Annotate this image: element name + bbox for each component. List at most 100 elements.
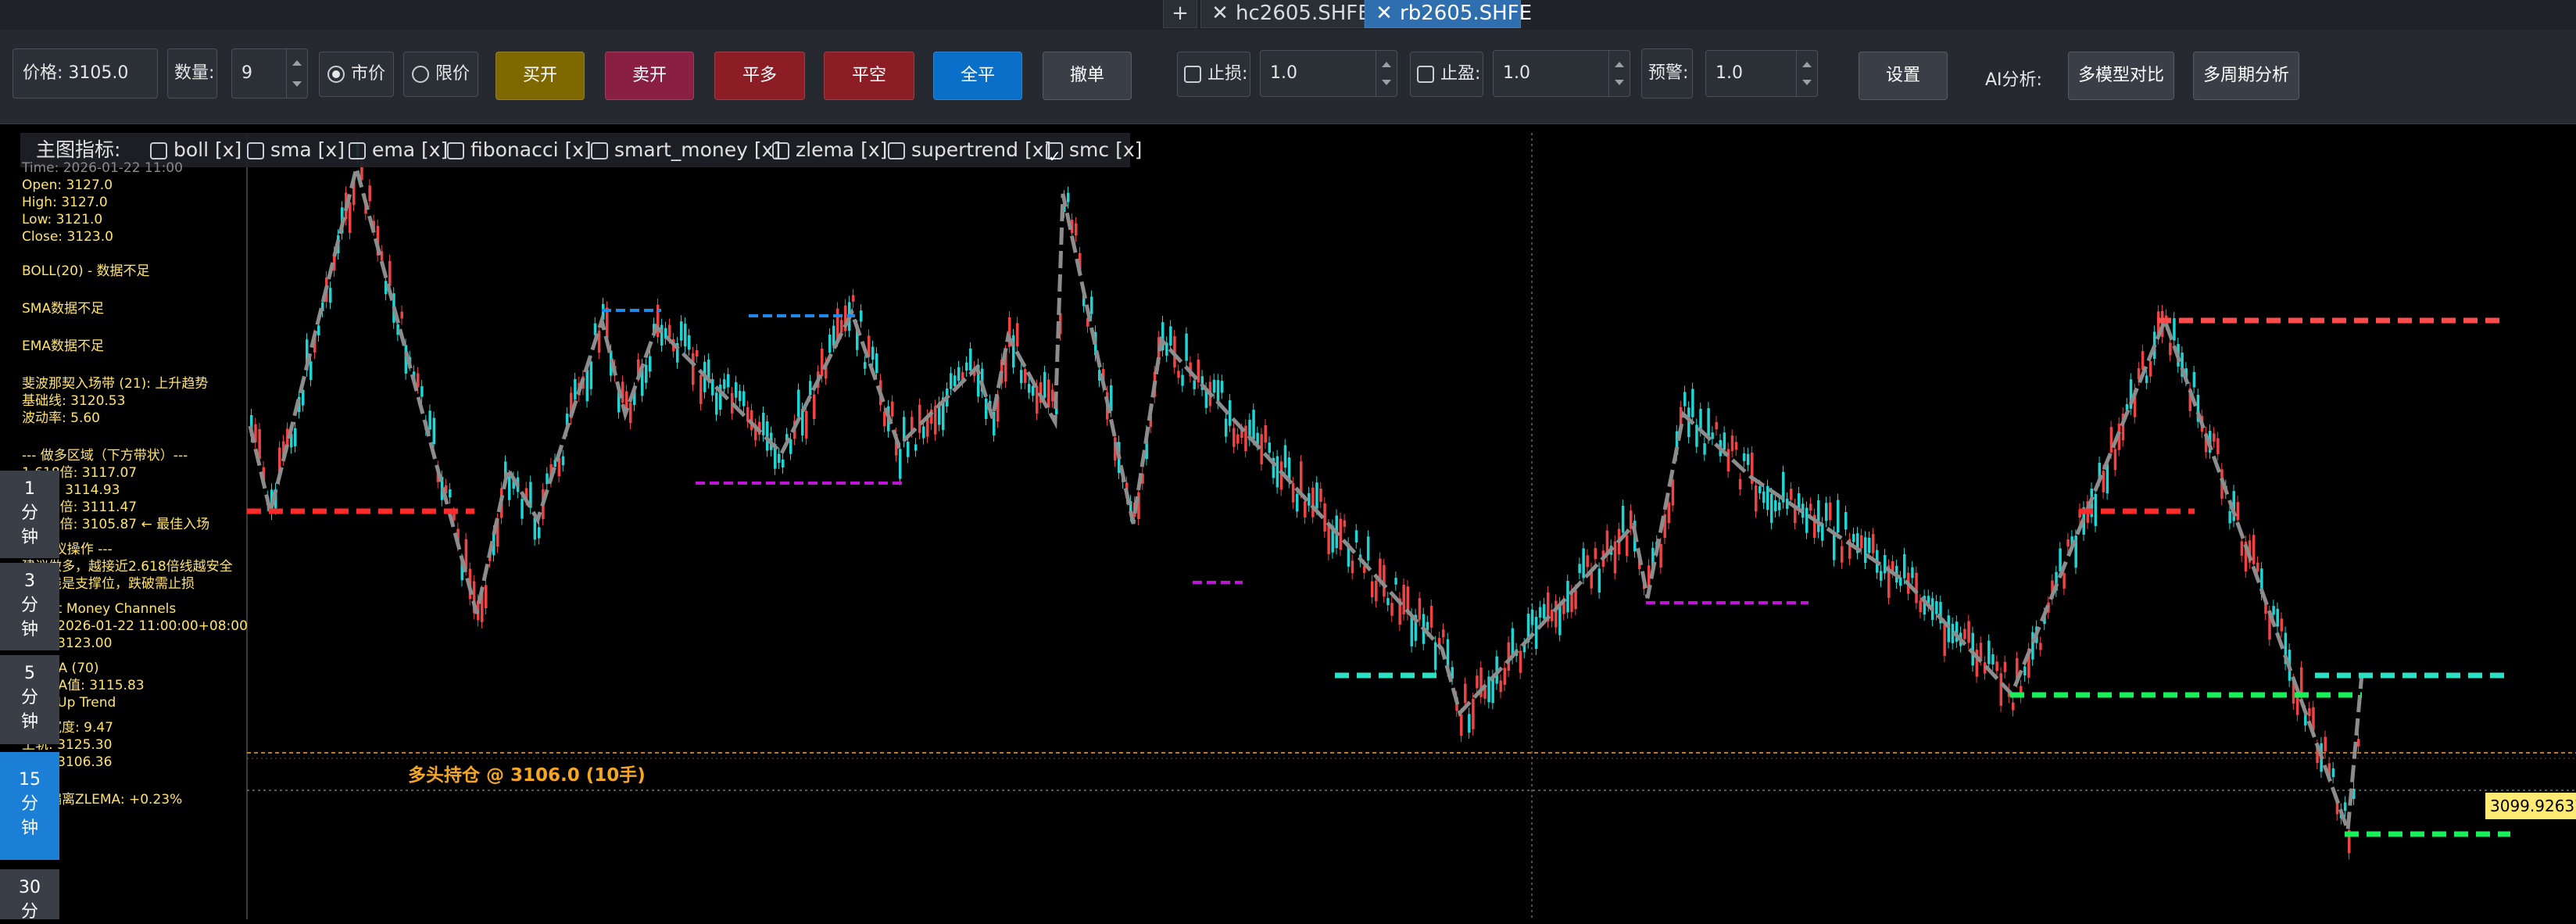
candle-body bbox=[633, 388, 636, 406]
candle-body bbox=[836, 308, 839, 341]
candle-body bbox=[961, 372, 964, 381]
stepper-arrows-icon[interactable] bbox=[1796, 51, 1817, 96]
stepper-arrows-icon[interactable] bbox=[1376, 51, 1397, 96]
candle-body bbox=[1578, 564, 1581, 574]
candle-body bbox=[496, 519, 499, 547]
candle-body bbox=[1442, 629, 1445, 638]
tab-hc2605[interactable]: ✕ hc2605.SHFE bbox=[1200, 0, 1371, 28]
candle-body bbox=[2059, 548, 2062, 572]
candle-body bbox=[546, 473, 549, 485]
candle-body bbox=[1495, 656, 1498, 684]
indicator-zlema[interactable]: zlema [x] bbox=[772, 133, 887, 167]
close-icon[interactable]: ✕ bbox=[1376, 2, 1393, 25]
candle-body bbox=[1899, 577, 1902, 586]
candle-body bbox=[1268, 442, 1272, 453]
info-fib-title: 斐波那契入场带 (21): 上升趋势 bbox=[22, 376, 209, 392]
sell-open-button[interactable]: 卖开 bbox=[605, 52, 694, 100]
close-icon[interactable]: ✕ bbox=[1211, 2, 1229, 25]
candle-body bbox=[1043, 371, 1046, 398]
candle-body bbox=[1299, 461, 1303, 492]
candle-body bbox=[2102, 471, 2106, 492]
candle-body bbox=[1291, 483, 1295, 503]
timeframe-30m[interactable]: 30 分 bbox=[0, 869, 59, 922]
timeframe-1m[interactable]: 1 分 钟 bbox=[0, 471, 59, 558]
candle-body bbox=[2039, 643, 2042, 650]
alert-input[interactable]: 1.0 bbox=[1705, 50, 1818, 97]
candle-body bbox=[2252, 535, 2256, 564]
close-short-button[interactable]: 平空 bbox=[824, 52, 914, 100]
indicator-boll[interactable]: boll [x] bbox=[150, 133, 242, 167]
candle-body bbox=[1169, 326, 1172, 346]
candle-body bbox=[1036, 385, 1039, 414]
stepper-arrows-icon[interactable] bbox=[1608, 51, 1630, 96]
indicator-fibonacci[interactable]: fibonacci [x] bbox=[447, 133, 592, 167]
candle-body bbox=[1233, 428, 1236, 447]
candle-body bbox=[1967, 621, 1970, 643]
candle-body bbox=[2070, 536, 2073, 546]
candle-body bbox=[1483, 686, 1487, 699]
indicator-ema[interactable]: ema [x] bbox=[349, 133, 448, 167]
candle-body bbox=[2066, 539, 2070, 547]
candle-body bbox=[1695, 424, 1698, 447]
candle-body bbox=[1707, 408, 1710, 438]
indicator-smart-money[interactable]: smart_money [x] bbox=[591, 133, 781, 167]
candle-body bbox=[2031, 632, 2034, 660]
candle-body bbox=[2074, 535, 2077, 568]
candle-body bbox=[1433, 642, 1437, 670]
candle-body bbox=[329, 288, 332, 303]
takeprofit-checkbox[interactable]: 止盈: bbox=[1410, 52, 1483, 97]
candle-body bbox=[449, 489, 452, 498]
limit-order-radio[interactable]: 限价 bbox=[403, 52, 478, 97]
candle-body bbox=[1762, 491, 1766, 503]
close-all-button[interactable]: 全平 bbox=[933, 52, 1022, 100]
candle-body bbox=[538, 527, 541, 539]
cancel-order-button[interactable]: 撤单 bbox=[1043, 52, 1132, 100]
candle-body bbox=[1256, 432, 1259, 445]
candle-body bbox=[782, 459, 785, 467]
indicator-smc[interactable]: smc [x] bbox=[1046, 133, 1142, 174]
candle-body bbox=[1629, 510, 1633, 529]
candle-body bbox=[2256, 562, 2259, 572]
candle-body bbox=[485, 585, 488, 609]
candle-body bbox=[856, 326, 859, 350]
stepper-arrows-icon[interactable] bbox=[286, 49, 307, 98]
multi-period-button[interactable]: 多周期分析 bbox=[2193, 52, 2299, 100]
candle-body bbox=[1582, 548, 1585, 578]
candle-body bbox=[680, 321, 683, 341]
candlestick-chart[interactable] bbox=[0, 133, 2576, 919]
candle-body bbox=[1339, 518, 1343, 550]
candle-body bbox=[926, 415, 929, 437]
multi-model-button[interactable]: 多模型对比 bbox=[2068, 52, 2174, 100]
stoploss-checkbox[interactable]: 止损: bbox=[1177, 52, 1250, 97]
candle-body bbox=[368, 185, 371, 202]
candle-body bbox=[1821, 523, 1824, 541]
candle-body bbox=[805, 410, 808, 439]
indicator-supertrend[interactable]: supertrend [x] bbox=[888, 133, 1051, 167]
candle-body bbox=[735, 381, 738, 398]
close-long-button[interactable]: 平多 bbox=[714, 52, 805, 100]
stoploss-input[interactable]: 1.0 bbox=[1260, 50, 1397, 97]
buy-open-button[interactable]: 买开 bbox=[496, 52, 585, 100]
candle-body bbox=[453, 513, 456, 521]
candle-body bbox=[2063, 573, 2066, 589]
candle-body bbox=[1927, 596, 1930, 606]
settings-button[interactable]: 设置 bbox=[1859, 52, 1948, 100]
candle-body bbox=[1538, 607, 1542, 618]
candle-body bbox=[2357, 739, 2360, 747]
candle-body bbox=[2264, 603, 2267, 614]
candle-body bbox=[1319, 489, 1322, 502]
timeframe-15m[interactable]: 15 分 钟 bbox=[0, 752, 59, 860]
candle-body bbox=[1283, 445, 1287, 468]
tab-rb2605[interactable]: ✕ rb2605.SHFE bbox=[1365, 0, 1532, 28]
quantity-stepper[interactable]: 9 bbox=[231, 48, 308, 98]
candle-body bbox=[629, 403, 632, 424]
market-order-radio[interactable]: 市价 bbox=[319, 52, 394, 97]
indicator-sma[interactable]: sma [x] bbox=[247, 133, 345, 167]
takeprofit-input[interactable]: 1.0 bbox=[1493, 50, 1630, 97]
candle-body bbox=[1651, 547, 1655, 571]
add-tab-button[interactable]: + bbox=[1163, 0, 1197, 28]
timeframe-5m[interactable]: 5 分 钟 bbox=[0, 655, 59, 744]
info-sma: SMA数据不足 bbox=[22, 301, 105, 317]
timeframe-3m[interactable]: 3 分 钟 bbox=[0, 563, 59, 650]
candle-body bbox=[1542, 603, 1546, 619]
